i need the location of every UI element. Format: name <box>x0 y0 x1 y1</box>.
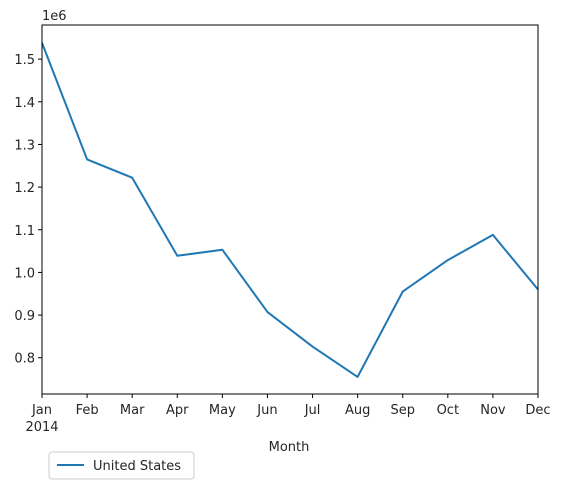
y-tick-label: 1.4 <box>14 96 35 111</box>
plot-frame <box>41 24 539 395</box>
x-tick-label: May <box>209 403 236 418</box>
series-line-united-states <box>41 42 539 378</box>
y-tick-label: 0.9 <box>14 309 35 324</box>
y-tick-label: 1.5 <box>14 53 35 68</box>
x-tick-label: Sep <box>390 403 415 418</box>
legend-box <box>48 451 195 480</box>
y-offset-label: 1e6 <box>42 9 67 24</box>
x-tick-label: Apr <box>166 403 189 418</box>
y-tick-label: 1.1 <box>14 224 35 239</box>
y-tick-label: 1.2 <box>14 181 35 196</box>
x-axis-ticks: Jan Feb Mar Apr May Jun Jul Aug Sep Oct Nov Dec <box>31 394 551 418</box>
x-tick-label: Feb <box>76 403 99 418</box>
x-year-label: 2014 <box>25 420 58 435</box>
x-tick-label: Jan <box>31 403 52 418</box>
y-tick-label: 1.0 <box>14 266 35 281</box>
x-tick-label: Oct <box>437 403 459 418</box>
x-tick-label: Dec <box>525 403 550 418</box>
x-tick-label: Jun <box>256 403 277 418</box>
x-tick-label: Jul <box>304 403 321 418</box>
legend-label-united-states: United States <box>93 459 181 474</box>
x-tick-label: Mar <box>120 403 145 418</box>
y-axis-ticks: 0.8 0.9 1.0 1.1 1.2 1.3 1.4 1.5 <box>14 53 42 367</box>
legend: United States <box>48 451 195 480</box>
y-tick-label: 0.8 <box>14 352 35 367</box>
x-tick-label: Nov <box>480 403 506 418</box>
x-axis-title: Month <box>269 440 310 455</box>
plot-area <box>42 25 538 394</box>
y-tick-label: 1.3 <box>14 138 35 153</box>
x-tick-label: Aug <box>345 403 370 418</box>
